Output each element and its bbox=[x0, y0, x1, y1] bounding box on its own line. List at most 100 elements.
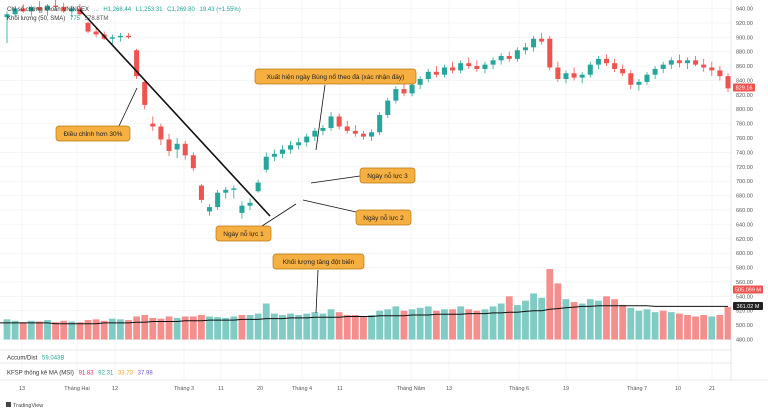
volume-bar bbox=[44, 320, 51, 340]
candle bbox=[498, 53, 504, 65]
volume-bar bbox=[530, 293, 537, 340]
candle bbox=[579, 71, 585, 84]
volume-bar bbox=[3, 319, 11, 340]
volume-bar bbox=[692, 316, 699, 340]
volume-legend[interactable]: Khối lượng (50, SMA) 775 578.8TM bbox=[7, 16, 108, 22]
candle bbox=[571, 67, 577, 81]
candle bbox=[93, 28, 99, 38]
annotation-effort2-text: Ngày nỗ lực 2 bbox=[363, 213, 404, 222]
volume-bar bbox=[578, 303, 586, 340]
downtrend-line bbox=[79, 9, 271, 217]
brand-text: TradingView bbox=[13, 403, 43, 409]
volume-bar bbox=[254, 313, 262, 340]
candle bbox=[474, 60, 480, 72]
candle bbox=[660, 61, 666, 74]
legend: Chỉ số chứng khoán VNINDEX ... H1,268.44… bbox=[7, 6, 241, 22]
volume-bar bbox=[76, 322, 84, 340]
time-tick-label: Tháng Hai bbox=[64, 386, 89, 392]
candle bbox=[490, 57, 496, 69]
price-tick-label: 720.00 bbox=[736, 165, 753, 171]
time-tick-label: Tháng 4 bbox=[292, 386, 312, 392]
candle bbox=[77, 4, 83, 16]
candle bbox=[239, 201, 245, 219]
candle bbox=[312, 127, 318, 141]
candle bbox=[126, 32, 132, 39]
candle bbox=[320, 125, 326, 136]
volume-bar bbox=[189, 316, 197, 340]
volume-bar bbox=[708, 316, 716, 340]
volume-bar bbox=[133, 316, 141, 340]
candle bbox=[296, 138, 302, 150]
price-tick-label: 840.00 bbox=[736, 78, 753, 84]
candle bbox=[215, 189, 221, 210]
candle bbox=[684, 57, 691, 69]
candle bbox=[539, 32, 545, 45]
candle bbox=[288, 140, 294, 154]
price-tick-label: 740.00 bbox=[736, 150, 753, 156]
volume-bar bbox=[667, 312, 675, 340]
time-tick-label: 11 bbox=[218, 386, 224, 392]
candle bbox=[279, 145, 285, 159]
volume-bar bbox=[554, 283, 562, 340]
kfsp-label[interactable]: KFSP thống kê MA (MSI) 91.83 92.31 33.73… bbox=[7, 371, 153, 377]
candle bbox=[336, 113, 342, 130]
candle bbox=[69, 5, 75, 18]
annotation-breakout: Xuất hiện ngày Bùng nổ theo đà (xác nhận… bbox=[254, 68, 417, 151]
candle bbox=[44, 4, 51, 16]
volume-bar bbox=[222, 317, 230, 340]
accum-dist-label[interactable]: Accum/Dist 59.043B bbox=[7, 356, 64, 362]
annotation-volume-spike-text: Khối lượng tăng đột biến bbox=[283, 257, 355, 266]
candle bbox=[587, 61, 593, 78]
price-tick-label: 920.00 bbox=[736, 21, 753, 27]
volume-bar bbox=[230, 316, 238, 340]
annotation-effort1: Ngày nỗ lực 1 bbox=[215, 203, 297, 242]
volume-bar bbox=[117, 319, 124, 340]
candle bbox=[109, 34, 115, 45]
price-tick-label: 560.00 bbox=[736, 280, 753, 286]
candle bbox=[207, 204, 213, 216]
time-tick-label: 13 bbox=[19, 386, 25, 392]
volume-bar bbox=[100, 320, 108, 340]
candle bbox=[441, 64, 447, 78]
candle bbox=[134, 48, 140, 80]
volume-bar bbox=[198, 315, 205, 340]
volume-bar bbox=[724, 307, 732, 340]
volume-bar bbox=[392, 306, 400, 340]
volume-sma-line bbox=[0, 305, 728, 325]
price-tick-label: 680.00 bbox=[736, 194, 753, 200]
candle bbox=[271, 149, 277, 162]
volume-bar bbox=[262, 303, 270, 340]
candle bbox=[174, 138, 180, 159]
volume-bar bbox=[586, 299, 594, 340]
candle bbox=[482, 61, 488, 74]
candle bbox=[166, 133, 172, 157]
volume-bar bbox=[611, 299, 618, 340]
time-tick-label: Tháng 3 bbox=[174, 386, 194, 392]
candle bbox=[547, 35, 553, 71]
volume-bar bbox=[19, 322, 27, 340]
candle bbox=[709, 61, 715, 77]
candle bbox=[644, 71, 650, 85]
volume-bar bbox=[497, 303, 505, 340]
candle bbox=[20, 4, 26, 13]
candle bbox=[369, 129, 375, 141]
symbol-legend[interactable]: Chỉ số chứng khoán VNINDEX ... H1,268.44… bbox=[7, 6, 241, 13]
volume-bar bbox=[376, 310, 384, 340]
volume-bar bbox=[92, 319, 100, 340]
volume-bar bbox=[505, 296, 513, 340]
price-tick-label: 880.00 bbox=[736, 50, 753, 56]
volume-bar bbox=[603, 296, 610, 340]
volume-bar bbox=[449, 309, 456, 340]
volume-bars bbox=[3, 268, 732, 340]
volume-bar bbox=[408, 309, 416, 340]
annotation-adjust: Điều chỉnh hơn 30% bbox=[55, 87, 138, 142]
candle bbox=[328, 112, 334, 131]
volume-bar bbox=[303, 313, 311, 340]
volume-bar bbox=[570, 302, 578, 340]
price-axis-ticks: 940.00 920.00 900.00 880.00 860.00 840.00 820.… bbox=[736, 7, 753, 344]
volume-bar bbox=[481, 309, 489, 340]
volume-bar bbox=[141, 315, 149, 340]
annotation-effort2: Ngày nỗ lực 2 bbox=[302, 199, 412, 226]
volume-bar bbox=[619, 304, 627, 340]
volume-bar bbox=[384, 309, 392, 340]
